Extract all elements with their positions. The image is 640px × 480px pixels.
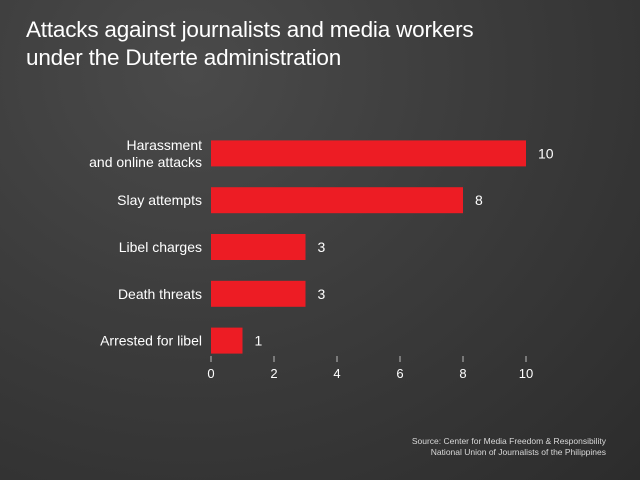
bar	[211, 234, 306, 260]
x-tick-label: 2	[270, 366, 277, 381]
value-label: 1	[255, 333, 263, 349]
value-label: 8	[475, 192, 483, 208]
bar	[211, 327, 243, 354]
bar	[211, 187, 463, 214]
bar	[211, 140, 526, 167]
bar	[211, 280, 306, 307]
category-label: Arrested for libel	[100, 333, 202, 349]
chart-title: Attacks against journalists and media wo…	[26, 16, 626, 72]
x-tick-label: 0	[207, 366, 214, 381]
chart-title-line-1: Attacks against journalists and media wo…	[26, 17, 474, 42]
category-label: and online attacks	[89, 154, 202, 170]
value-label: 10	[538, 145, 554, 161]
value-label: 3	[318, 239, 326, 255]
category-label: Harassment	[127, 137, 203, 153]
category-label: Libel charges	[119, 239, 202, 255]
source-line-2: National Union of Journalists of the Phi…	[430, 447, 606, 457]
x-tick-label: 6	[396, 366, 403, 381]
source-note: Source: Center for Media Freedom & Respo…	[412, 436, 606, 458]
x-tick-label: 4	[333, 366, 340, 381]
category-label: Death threats	[118, 286, 202, 302]
chart-title-line-2: under the Duterte administration	[26, 45, 342, 70]
x-tick-label: 10	[519, 366, 533, 381]
x-tick-label: 8	[459, 366, 466, 381]
category-label: Slay attempts	[117, 192, 202, 208]
source-line-1: Source: Center for Media Freedom & Respo…	[411, 436, 606, 446]
value-label: 3	[318, 286, 326, 302]
